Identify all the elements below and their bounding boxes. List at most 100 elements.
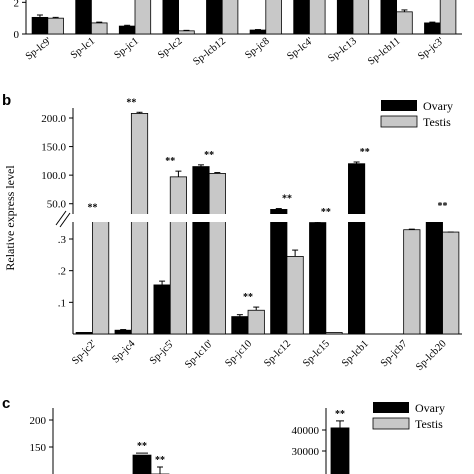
y-tick-label: 200.0 [41,113,66,125]
panel-b-legend: Ovary Testis [380,99,453,129]
bar-testis [169,176,187,335]
category-label: Sp-lc2 [156,36,184,62]
panel-a-y-ticks: 02 [14,0,26,41]
panel-b-category-labels: Sp-jc2' Sp-jc4 Sp-jc5' Sp-lc10' Sp-jc10 Sp-lc… [70,338,449,373]
bar-testis [442,231,460,335]
y-tick-label: 50.0 [47,199,67,211]
bar-testis [178,30,195,35]
y-tick-label: .1 [58,297,66,309]
category-label: Sp-lc4' [285,36,315,63]
y-tick-label: 100.0 [41,170,66,182]
bar-ovary [270,209,288,335]
bar-testis [403,229,421,335]
category-label: Sp-lc1 [69,36,97,62]
bar-ovary [31,16,49,35]
bar-testis [308,0,326,35]
bar-testis [130,113,149,335]
bar-ovary [132,454,152,474]
bar-testis [247,309,265,335]
panel-b-letter: b [2,92,11,109]
bar-testis [208,173,226,335]
significance-marker: ** [321,207,331,218]
bar-ovary [114,329,132,335]
category-label: Sp-lc12 [262,338,293,369]
legend-swatch-testis [380,115,418,128]
bar-testis [265,0,282,35]
significance-marker: ** [126,97,136,108]
bar-ovary [75,332,93,335]
panel-b-y-ticks: 50.0 100.0 150.0 200.0 .1 .2 .3 [41,113,73,309]
legend-label-ovary: Ovary [423,99,453,113]
category-label: Sp-jcb7 [379,338,410,369]
legend-swatch-ovary [381,100,417,111]
category-label: Sp-jc8 [243,36,271,62]
bar-ovary [192,166,210,335]
bar-testis [325,332,343,335]
category-label: Sp-lc10' [183,338,215,370]
bar-ovary [249,29,267,35]
category-label: Sp-lc9' [24,36,54,63]
panel-a-category-labels: Sp-lc9' Sp-lc1 Sp-jc1 Sp-lc2 Sp-lcb12 Sp-jc8 S… [24,36,446,68]
y-tick-label: 0 [14,29,20,41]
bar-ovary [330,427,350,474]
legend-swatch-testis [372,417,410,430]
significance-marker: ** [282,194,292,205]
panel-c-letter: c [2,395,10,412]
bar-ovary [231,316,249,335]
legend-label-ovary: Ovary [415,401,445,415]
y-tick-label: 40000 [292,425,320,437]
legend-swatch-ovary [373,402,409,413]
bar-ovary [75,0,92,35]
bar-ovary [162,0,180,35]
category-label: Sp-jc5' [148,338,177,367]
bar-ovary [118,25,136,35]
panel-c-marks: 150 200 30000 40000 ** ** ** [30,409,350,474]
y-tick-label: .2 [58,266,66,278]
y-tick-label: 150 [30,442,47,454]
bar-testis [352,0,370,35]
bar-testis [221,0,239,35]
bar-testis [92,218,110,335]
bar-ovary [425,217,443,335]
bar-testis [134,0,152,35]
bar-ovary [380,0,397,35]
panel-c-chart: 150 200 30000 40000 ** ** ** Ovary Testis [30,401,445,474]
category-label: Sp-lc13 [326,36,359,65]
significance-marker: ** [165,156,175,167]
category-label: Sp-lcb12 [191,36,228,68]
y-tick-label: 200 [30,415,47,427]
significance-marker: ** [438,201,448,212]
significance-marker: ** [360,147,370,158]
bar-ovary [309,222,327,335]
significance-marker: ** [137,441,147,452]
bar-ovary [348,163,366,335]
panel-a-bars [31,0,457,35]
bar-ovary [336,0,354,35]
y-tick-label: .3 [58,234,67,246]
significance-marker: ** [87,203,97,214]
bar-testis [91,22,108,35]
bar-ovary [153,284,171,335]
category-label: Sp-lc15 [301,338,332,369]
panel-c-legend: Ovary Testis [372,401,445,431]
bar-testis [47,17,64,35]
significance-marker: ** [155,455,165,466]
category-label: Sp-lcb1 [340,338,371,369]
bar-ovary [424,22,441,35]
bar-testis [439,0,457,35]
category-label: Sp-lcb20 [414,338,449,373]
significance-marker: ** [243,292,253,303]
panel-b-chart: 50.0 100.0 150.0 200.0 .1 .2 .3 ** ** ** ** ** ** **… [40,97,470,373]
significance-marker: ** [335,409,345,420]
bar-ovary [293,0,310,35]
y-axis-label: Relative express level [3,165,17,271]
legend-label-testis: Testis [415,417,443,431]
category-label: Sp-lcb11 [366,36,402,68]
bar-testis [286,256,304,335]
y-tick-label: 2 [14,0,20,9]
legend-label-testis: Testis [423,115,451,129]
bar-ovary [206,0,223,35]
y-tick-label: 150.0 [41,142,66,154]
y-tick-label: 30000 [292,446,320,458]
